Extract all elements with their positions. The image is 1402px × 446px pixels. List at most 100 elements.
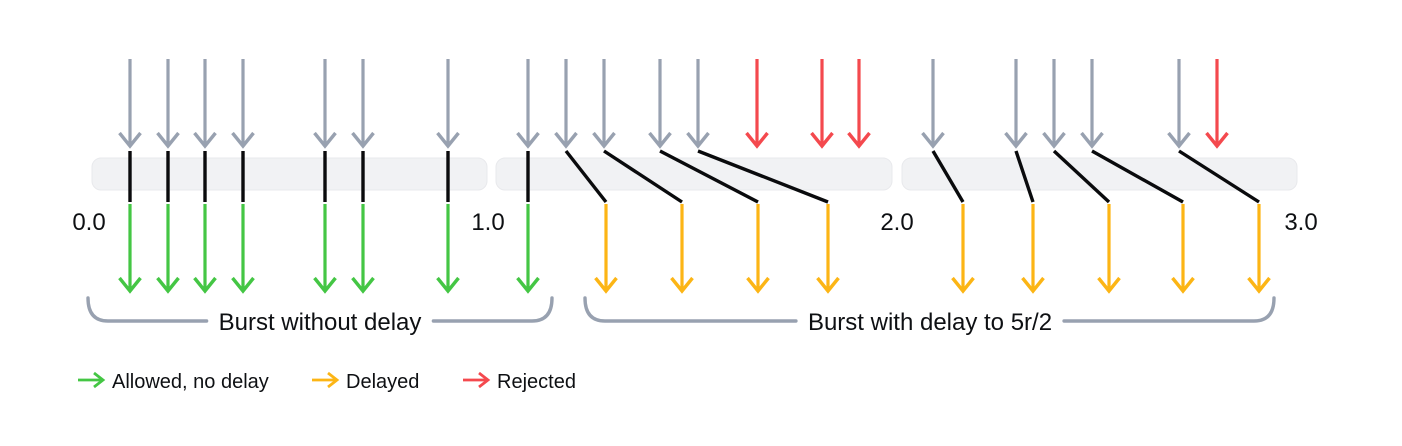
arrow-head	[231, 276, 255, 294]
incoming-request-arrow	[1080, 59, 1104, 149]
request-connector-line	[1014, 150, 1035, 203]
delayed-output-arrow	[746, 204, 770, 294]
incoming-request-arrow	[1167, 59, 1191, 149]
request-connector-line	[1091, 149, 1184, 204]
incoming-request-arrow	[686, 59, 710, 149]
incoming-request-arrow	[921, 59, 945, 149]
request-connector-line	[697, 149, 829, 204]
brace-right-segment	[1062, 296, 1276, 323]
arrow-head	[118, 131, 142, 149]
timeline-segment	[91, 157, 488, 191]
legend-arrow-head	[478, 371, 491, 389]
delayed-output-arrow	[1171, 204, 1195, 294]
legend-label: Rejected	[497, 371, 576, 393]
allowed-output-arrow	[118, 204, 142, 294]
request-connector-line	[1052, 149, 1111, 204]
rejected-arrow-icon	[463, 371, 491, 389]
delayed-output-arrow	[1247, 204, 1271, 294]
arrow-head	[156, 131, 180, 149]
rejected-request-arrow	[810, 59, 834, 149]
incoming-request-arrow	[592, 59, 616, 149]
allowed-arrow-icon	[78, 371, 106, 389]
arrow-head	[648, 131, 672, 149]
incoming-request-arrow	[516, 59, 540, 149]
incoming-request-arrow	[231, 59, 255, 149]
incoming-request-arrow	[554, 59, 578, 149]
delayed-output-arrow	[951, 204, 975, 294]
arrow-head	[351, 276, 375, 294]
arrow-head	[193, 276, 217, 294]
incoming-request-arrow	[1042, 59, 1066, 149]
incoming-request-arrow	[351, 59, 375, 149]
delayed-output-arrow	[816, 204, 840, 294]
brace-left-segment	[86, 296, 209, 323]
allowed-output-arrow	[231, 204, 255, 294]
time-tick-label: 3.0	[1284, 209, 1317, 236]
request-connector-line	[659, 149, 759, 204]
legend-item-allowed: Allowed, no delay	[78, 371, 269, 393]
delayed-output-arrow	[1097, 204, 1121, 294]
request-connector-line	[931, 150, 965, 203]
arrow-head	[554, 131, 578, 149]
arrow-head	[313, 131, 337, 149]
arrow-head	[193, 131, 217, 149]
arrow-head	[351, 131, 375, 149]
arrow-head	[516, 276, 540, 294]
allowed-output-arrow	[436, 204, 460, 294]
request-connector-line	[564, 149, 608, 204]
arrow-head	[1080, 131, 1104, 149]
arrow-head	[847, 131, 871, 149]
arrow-head	[1042, 131, 1066, 149]
arrow-head	[745, 131, 769, 149]
arrow-head	[1171, 276, 1195, 294]
allowed-output-arrow	[156, 204, 180, 294]
arrow-head	[746, 276, 770, 294]
arrow-head	[921, 131, 945, 149]
legend-item-rejected: Rejected	[463, 371, 576, 393]
delayed-output-arrow	[1021, 204, 1045, 294]
rejected-request-arrow	[1205, 59, 1229, 149]
request-connector-line	[1178, 149, 1260, 204]
arrow-head	[592, 131, 616, 149]
rejected-request-arrow	[745, 59, 769, 149]
delayed-arrow-icon	[312, 371, 340, 389]
delayed-output-arrow	[670, 204, 694, 294]
time-tick-label: 2.0	[880, 209, 913, 236]
incoming-request-arrow	[436, 59, 460, 149]
arrow-head	[1247, 276, 1271, 294]
brace-label: Burst without delay	[219, 309, 422, 336]
brace-left-segment	[583, 296, 798, 323]
timeline-segment	[495, 157, 893, 191]
incoming-request-arrow	[193, 59, 217, 149]
legend-arrow-head	[327, 371, 340, 389]
arrow-head	[436, 276, 460, 294]
brace-right-segment	[431, 296, 554, 323]
incoming-request-arrow	[118, 59, 142, 149]
arrow-head	[156, 276, 180, 294]
arrow-head	[1004, 131, 1028, 149]
incoming-request-arrow	[648, 59, 672, 149]
arrow-head	[231, 131, 255, 149]
rejected-request-arrow	[847, 59, 871, 149]
arrow-head	[1097, 276, 1121, 294]
legend-label: Allowed, no delay	[112, 371, 269, 393]
arrow-head	[816, 276, 840, 294]
allowed-output-arrow	[351, 204, 375, 294]
arrow-head	[686, 131, 710, 149]
legend-arrow-head	[93, 371, 106, 389]
brace-label: Burst with delay to 5r/2	[808, 309, 1052, 336]
arrow-head	[313, 276, 337, 294]
allowed-output-arrow	[516, 204, 540, 294]
delayed-output-arrow	[594, 204, 618, 294]
arrow-head	[594, 276, 618, 294]
arrow-head	[810, 131, 834, 149]
time-tick-label: 0.0	[72, 209, 105, 236]
allowed-output-arrow	[193, 204, 217, 294]
arrow-head	[1205, 131, 1229, 149]
arrow-head	[516, 131, 540, 149]
legend-label: Delayed	[346, 371, 419, 393]
arrow-head	[1021, 276, 1045, 294]
incoming-request-arrow	[1004, 59, 1028, 149]
incoming-request-arrow	[156, 59, 180, 149]
